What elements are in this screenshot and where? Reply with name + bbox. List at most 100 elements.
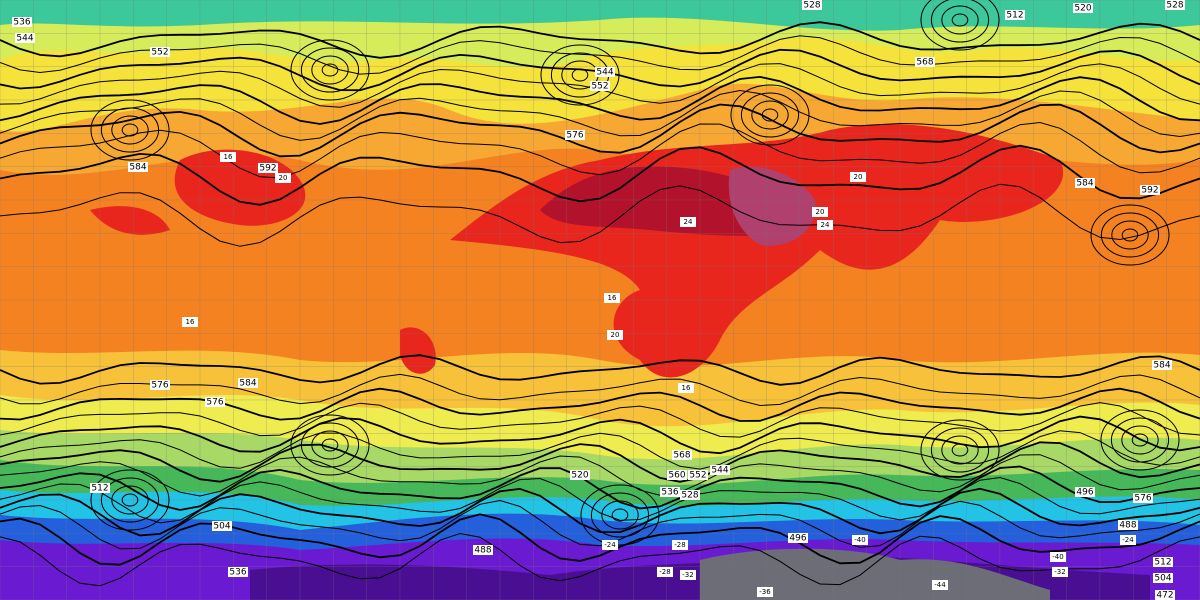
contour-label: 584 bbox=[129, 163, 146, 173]
label-box bbox=[680, 490, 700, 500]
closed-contour bbox=[121, 123, 139, 137]
closed-contour bbox=[951, 443, 969, 457]
closed-contour bbox=[1121, 228, 1139, 242]
temperature-label: -40 bbox=[1052, 553, 1063, 561]
contour-label: 512 bbox=[1006, 11, 1023, 21]
label-box bbox=[1153, 557, 1173, 567]
contour-label: 488 bbox=[1119, 521, 1136, 531]
label-box bbox=[672, 450, 692, 460]
contour-label: 576 bbox=[566, 131, 583, 141]
temperature-label: 24 bbox=[821, 221, 830, 229]
closed-contour bbox=[300, 47, 360, 93]
contour-label: 504 bbox=[1154, 574, 1171, 584]
label-box bbox=[205, 397, 225, 407]
temperature-label: -28 bbox=[674, 541, 685, 549]
temperature-label: -40 bbox=[854, 536, 865, 544]
contour-label: 592 bbox=[1141, 186, 1158, 196]
closed-contour bbox=[290, 39, 370, 101]
contour-label: 584 bbox=[239, 379, 256, 389]
label-box bbox=[90, 483, 110, 493]
label-box bbox=[1120, 535, 1136, 545]
label-box bbox=[1152, 360, 1172, 370]
label-box bbox=[220, 152, 236, 162]
contour-label: 504 bbox=[213, 522, 230, 532]
contour bbox=[0, 454, 1200, 497]
contour-label: 544 bbox=[596, 68, 613, 78]
contour bbox=[0, 441, 1200, 483]
label-box bbox=[1165, 0, 1185, 10]
contour-label: 472 bbox=[1156, 591, 1173, 600]
contour bbox=[0, 121, 1200, 179]
label-box bbox=[128, 162, 148, 172]
contour bbox=[0, 499, 1200, 550]
contour bbox=[0, 35, 1200, 75]
label-box bbox=[660, 487, 680, 497]
geopotential-contours bbox=[0, 0, 1200, 587]
label-box bbox=[607, 330, 623, 340]
label-box bbox=[1050, 552, 1066, 562]
label-box bbox=[604, 293, 620, 303]
closed-contour bbox=[540, 44, 620, 106]
label-box bbox=[150, 380, 170, 390]
temperature-label: -44 bbox=[934, 581, 946, 589]
contour bbox=[0, 487, 1200, 537]
temperature-label: 16 bbox=[682, 384, 691, 392]
contour bbox=[0, 144, 1200, 206]
closed-contour bbox=[311, 430, 349, 460]
temperature-label: 20 bbox=[279, 174, 288, 182]
closed-contour bbox=[761, 108, 779, 122]
label-box bbox=[1075, 178, 1095, 188]
label-box bbox=[672, 540, 688, 550]
label-box bbox=[602, 540, 618, 550]
closed-contour bbox=[90, 99, 170, 161]
contour-label: 576 bbox=[206, 398, 223, 408]
closed-contour bbox=[1090, 204, 1170, 266]
closed-contour bbox=[920, 0, 1000, 51]
label-box bbox=[788, 533, 808, 543]
closed-contour bbox=[930, 427, 990, 473]
temperature-label: -36 bbox=[759, 588, 771, 596]
closed-contour bbox=[740, 92, 800, 138]
temperature-label: 16 bbox=[186, 318, 195, 326]
closed-contour bbox=[311, 55, 349, 85]
label-box bbox=[12, 17, 32, 27]
label-box bbox=[680, 217, 696, 227]
contour-label: 536 bbox=[13, 18, 30, 28]
contour-label: 496 bbox=[1076, 488, 1093, 498]
contour-label: 528 bbox=[1166, 1, 1183, 11]
contour-label: 528 bbox=[803, 1, 820, 11]
label-box bbox=[595, 67, 615, 77]
temperature-label: -32 bbox=[682, 571, 693, 579]
closed-contour bbox=[580, 484, 660, 546]
contour bbox=[0, 354, 1200, 386]
contour-label: 520 bbox=[1074, 4, 1091, 14]
contour bbox=[0, 513, 1200, 566]
contour bbox=[0, 183, 1200, 247]
closed-contour bbox=[941, 435, 979, 465]
hottest-patch bbox=[728, 166, 816, 246]
contour-label: 584 bbox=[1076, 179, 1093, 189]
closed-contour bbox=[1121, 425, 1159, 455]
contour-label: 488 bbox=[474, 546, 491, 556]
label-box bbox=[850, 172, 866, 182]
temperature-label: 16 bbox=[608, 294, 617, 302]
contour-label: 592 bbox=[259, 164, 276, 174]
closed-contour bbox=[951, 13, 969, 27]
closed-contour bbox=[601, 500, 639, 530]
label-box bbox=[678, 383, 694, 393]
closed-contour bbox=[920, 419, 1000, 481]
closed-contour bbox=[90, 469, 170, 531]
temperature-label: -24 bbox=[1122, 536, 1134, 544]
contour bbox=[0, 387, 1200, 422]
closed-contour bbox=[1131, 433, 1149, 447]
contour bbox=[0, 21, 1200, 59]
closed-contour bbox=[100, 107, 160, 153]
label-box bbox=[657, 567, 673, 577]
label-box bbox=[1052, 567, 1068, 577]
label-box bbox=[15, 33, 35, 43]
label-box bbox=[565, 130, 585, 140]
contour-label: 552 bbox=[591, 82, 608, 92]
label-box bbox=[275, 173, 291, 183]
temperature-label: -28 bbox=[659, 568, 670, 576]
